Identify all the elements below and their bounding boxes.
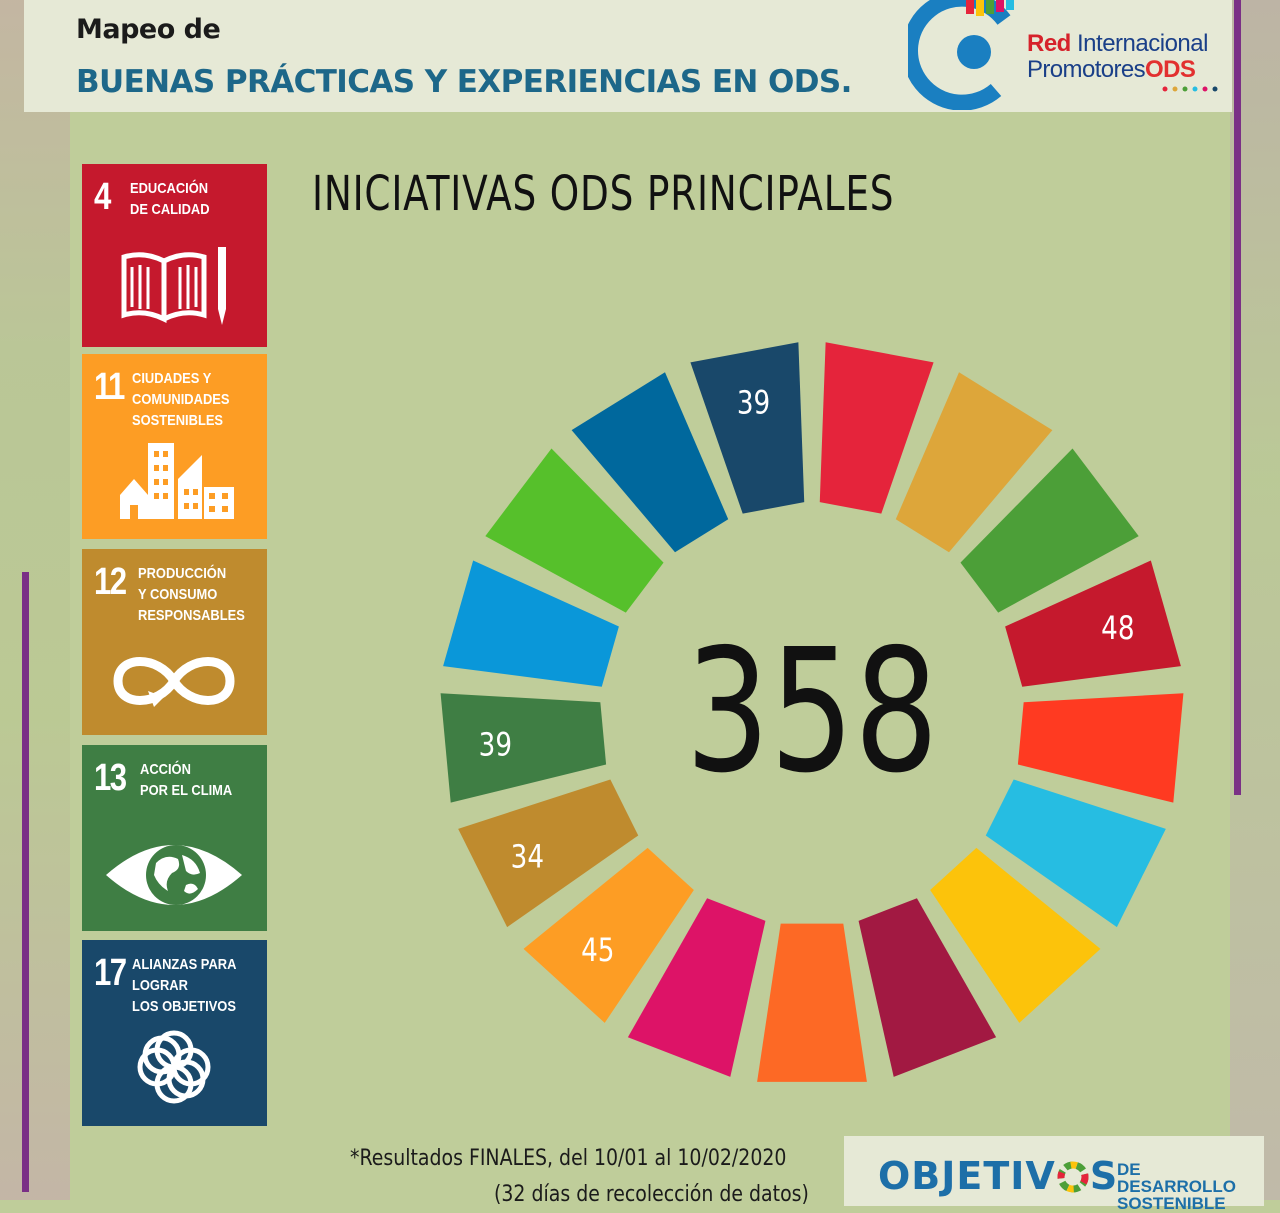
ods-banner-subtitle: DE DESARROLLO SOSTENIBLE <box>1117 1160 1236 1213</box>
sdg-tile-4: 4 EDUCACIÓN DE CALIDAD <box>82 164 267 347</box>
wheel-segment-sdg-16 <box>571 372 729 553</box>
wheel-segment-sdg-3 <box>960 448 1139 613</box>
wheel-value-label-sdg-13: 39 <box>479 726 512 763</box>
ods-banner-title: OBJETIV S <box>878 1154 1119 1198</box>
footnote-days: (32 días de recolección de datos) <box>494 1182 809 1207</box>
sdg-number: 4 <box>94 176 111 218</box>
sdg-label: PRODUCCIÓN Y CONSUMO RESPONSABLES <box>138 565 245 624</box>
logo-mark-icon <box>908 0 1014 110</box>
wheel-value-label-sdg-12: 34 <box>511 838 544 875</box>
wheel-value-label-sdg-17: 39 <box>737 384 770 421</box>
logo-text-line1: Red Internacional <box>1027 30 1208 57</box>
footnote-results: *Resultados FINALES, del 10/01 al 10/02/… <box>350 1146 787 1171</box>
wheel-segment-sdg-15 <box>485 448 664 613</box>
sdg-ring-icon <box>1057 1161 1089 1193</box>
wheel-segment-sdg-10 <box>627 898 766 1077</box>
wheel-segment-sdg-9 <box>757 923 867 1082</box>
eye-globe-icon <box>106 845 242 905</box>
accent-bar-right <box>1234 0 1241 795</box>
wheel-value-label-sdg-4: 48 <box>1101 609 1134 646</box>
wheel-segment-sdg-17 <box>690 342 805 514</box>
logo-dots-icon <box>1162 86 1218 92</box>
sdg-number: 11 <box>94 366 125 408</box>
wheel-segment-sdg-6 <box>985 779 1166 928</box>
header-subtitle: Mapeo de <box>76 14 221 45</box>
sdg-number: 12 <box>94 561 127 603</box>
wheel-segment-sdg-2 <box>895 372 1053 553</box>
sdg-number: 17 <box>94 952 127 994</box>
chart-title: INICIATIVAS ODS PRINCIPALES <box>312 166 895 222</box>
wheel-segment-sdg-8 <box>858 898 997 1077</box>
wheel-segment-sdg-5 <box>1017 693 1184 803</box>
accent-bar-left <box>22 572 29 1192</box>
wheel-segment-sdg-4 <box>1005 560 1181 687</box>
sdg-label: CIUDADES Y COMUNIDADES SOSTENIBLES <box>132 370 230 429</box>
wheel-segment-sdg-1 <box>819 342 934 514</box>
logo-red-promotores-ods: Red Internacional PromotoresODS <box>908 0 1218 110</box>
wheel-segment-sdg-11 <box>523 847 694 1023</box>
wheel-segment-sdg-12 <box>458 779 639 928</box>
flower-rings-icon <box>137 1030 211 1104</box>
ods-banner: OBJETIV S DE DESARROLLO SOSTENIBLE <box>844 1136 1264 1212</box>
sdg-label: EDUCACIÓN DE CALIDAD <box>130 180 210 218</box>
wheel-segment-sdg-14 <box>443 560 619 687</box>
header-panel: Mapeo de BUENAS PRÁCTICAS Y EXPERIENCIAS… <box>24 0 1232 112</box>
sdg-label: ACCIÓN POR EL CLIMA <box>140 761 233 799</box>
sdg-tile-12: 12 PRODUCCIÓN Y CONSUMO RESPONSABLES <box>82 549 267 735</box>
background-stain-left <box>0 0 70 1200</box>
sdg-tile-13: 13 ACCIÓN POR EL CLIMA <box>82 745 267 931</box>
sdg-tile-11: 11 CIUDADES Y COMUNIDADES SOSTENIBLES <box>82 354 267 539</box>
total-value: 358 <box>685 612 938 810</box>
wheel-segment-sdg-13 <box>440 693 607 803</box>
sdg-label: ALIANZAS PARA LOGRAR LOS OBJETIVOS <box>132 956 237 1015</box>
infinity-loop-icon <box>113 657 235 707</box>
wheel-segment-sdg-7 <box>930 847 1101 1023</box>
logo-text-line2: PromotoresODS <box>1027 56 1196 83</box>
header-title: BUENAS PRÁCTICAS Y EXPERIENCIAS EN ODS. <box>76 64 852 100</box>
wheel-value-label-sdg-11: 45 <box>581 931 614 968</box>
sdg-tile-17: 17 ALIANZAS PARA LOGRAR LOS OBJETIVOS <box>82 940 267 1126</box>
sdg-number: 13 <box>94 757 127 799</box>
book-pencil-icon <box>121 247 226 325</box>
city-buildings-icon <box>120 443 234 519</box>
